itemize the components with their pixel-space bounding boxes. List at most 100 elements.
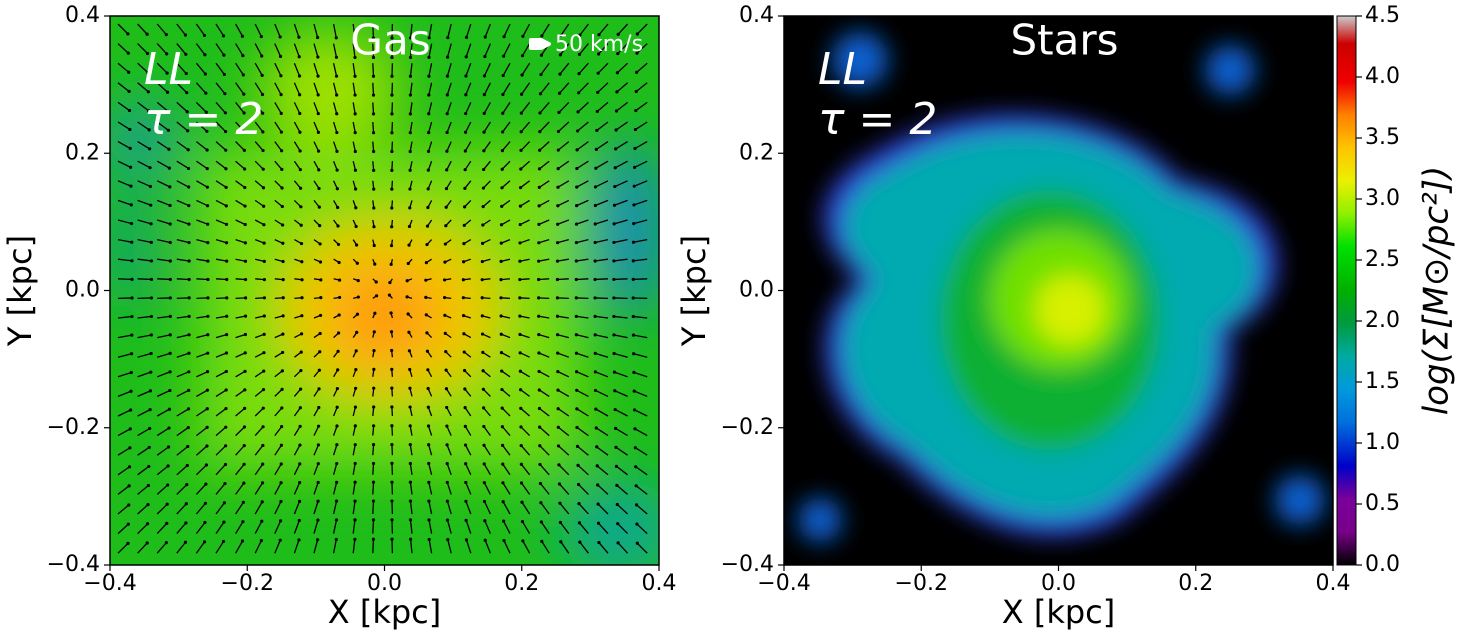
- quiver-arrow-head: [372, 206, 375, 209]
- quiver-arrow-head: [357, 279, 360, 282]
- quiver-arrow-head: [127, 503, 130, 506]
- quiver-arrow-head: [632, 296, 635, 299]
- quiver-arrow-head: [335, 36, 338, 39]
- quiver-arrow-head: [127, 90, 130, 93]
- quiver-arrow-head: [556, 333, 559, 336]
- quiver-arrow: [576, 279, 588, 280]
- quiver-arrow-head: [557, 444, 560, 447]
- quiver-arrow-head: [336, 368, 339, 371]
- quiver-arrow-head: [279, 55, 282, 58]
- quiver-arrow-head: [263, 278, 266, 281]
- quiver-arrow-head: [483, 55, 486, 58]
- quiver-arrow-head: [519, 407, 522, 410]
- quiver-arrow-head: [446, 462, 449, 465]
- quiver-arrow-head: [575, 278, 578, 281]
- quiver-arrow-head: [558, 92, 561, 95]
- quiver-arrow-head: [559, 540, 562, 543]
- quiver-arrow-head: [169, 333, 172, 336]
- quiver-arrow-head: [427, 187, 430, 190]
- quiver-arrow: [138, 279, 152, 280]
- quiver-arrow-head: [263, 333, 266, 336]
- quiver-arrow-head: [537, 278, 540, 281]
- quiver-arrow-head: [242, 463, 245, 466]
- quiver-arrow-head: [500, 351, 503, 354]
- quiver-arrow-head: [612, 241, 615, 244]
- quiver-arrow-head: [372, 225, 375, 228]
- quiver-arrow-head: [353, 481, 356, 484]
- quiver-arrow-head: [575, 296, 578, 299]
- quiver-arrow-head: [615, 465, 618, 468]
- quiver-arrow-head: [464, 462, 467, 465]
- quiver-arrow: [177, 279, 189, 280]
- quiver-arrow-head: [187, 204, 190, 207]
- quiver-arrow-head: [483, 462, 486, 465]
- quiver-arrow-head: [299, 387, 302, 390]
- quiver-arrow-head: [464, 112, 467, 115]
- quiver-arrow-head: [615, 109, 618, 112]
- quiver-arrow-head: [595, 129, 598, 132]
- quiver-arrow-head: [481, 314, 484, 317]
- quiver-arrow-head: [521, 54, 524, 57]
- quiver-arrow-head: [372, 131, 375, 134]
- quiver-arrow-head: [482, 444, 485, 447]
- quiver-arrow-head: [354, 112, 357, 115]
- quiver-arrow-head: [372, 349, 375, 352]
- quiver-arrow-head: [354, 424, 357, 427]
- quiver-arrow-head: [559, 521, 562, 524]
- x-axis-label: X [kpc]: [328, 593, 442, 631]
- quiver-arrow-head: [150, 296, 153, 299]
- quiver-arrow-head: [575, 426, 578, 429]
- quiver-arrow-head: [355, 243, 358, 246]
- quiver-arrow-head: [316, 74, 319, 77]
- quiver-arrow-head: [482, 131, 485, 134]
- quiver-arrow-head: [243, 425, 246, 428]
- quiver-arrow-head: [130, 315, 133, 318]
- quiver-arrow-head: [427, 462, 430, 465]
- y-tick-label: 0.2: [739, 140, 774, 165]
- quiver-arrow-head: [390, 424, 393, 427]
- quiver-arrow-head: [408, 349, 411, 352]
- y-tick-label: 0.2: [65, 140, 100, 165]
- quiver-arrow-head: [520, 130, 523, 133]
- panel-annotation: τ = 2: [818, 94, 937, 145]
- quiver-arrow-head: [539, 501, 542, 504]
- quiver-arrow-head: [594, 315, 597, 318]
- quiver-arrow-head: [243, 149, 246, 152]
- quiver-arrow-head: [462, 260, 465, 263]
- quiver-arrow-head: [130, 371, 133, 374]
- quiver-arrow-head: [357, 295, 360, 298]
- quiver-arrow-head: [462, 332, 465, 335]
- quiver-arrow-head: [390, 462, 393, 465]
- quiver-arrow-head: [261, 74, 264, 77]
- quiver-arrow-head: [262, 351, 265, 354]
- quiver-arrow-head: [244, 296, 247, 299]
- quiver-arrow-head: [375, 294, 378, 297]
- quiver-arrow: [157, 279, 170, 280]
- quiver-arrow-head: [464, 149, 467, 152]
- quiver-arrow-head: [612, 333, 615, 336]
- quiver-arrow-head: [206, 389, 209, 392]
- quiver-arrow-head: [372, 462, 375, 465]
- quiver-arrow-head: [424, 296, 427, 299]
- quiver-arrow-head: [614, 408, 617, 411]
- quiver-arrow-head: [147, 465, 150, 468]
- quiver-arrow-head: [299, 406, 302, 409]
- quiver-arrow-head: [126, 32, 129, 35]
- quiver-arrow-head: [262, 186, 265, 189]
- quiver-arrow-head: [557, 426, 560, 429]
- quiver-arrow-head: [225, 333, 228, 336]
- x-axis-label: X [kpc]: [1002, 593, 1116, 631]
- quiver-arrow-head: [501, 149, 504, 152]
- quiver-arrow-head: [206, 223, 209, 226]
- quiver-arrow-head: [187, 352, 190, 355]
- quiver-arrow-head: [463, 369, 466, 372]
- quiver-arrow-head: [501, 481, 504, 484]
- quiver-arrow-head: [484, 35, 487, 38]
- quiver-arrow-head: [409, 538, 412, 541]
- quiver-arrow-head: [187, 426, 190, 429]
- quiver-arrow-head: [244, 315, 247, 318]
- quiver-arrow-head: [443, 261, 446, 264]
- quiver-arrow-head: [390, 538, 393, 541]
- quiver-arrow-head: [375, 280, 378, 283]
- quiver-key-arrow: [531, 40, 549, 48]
